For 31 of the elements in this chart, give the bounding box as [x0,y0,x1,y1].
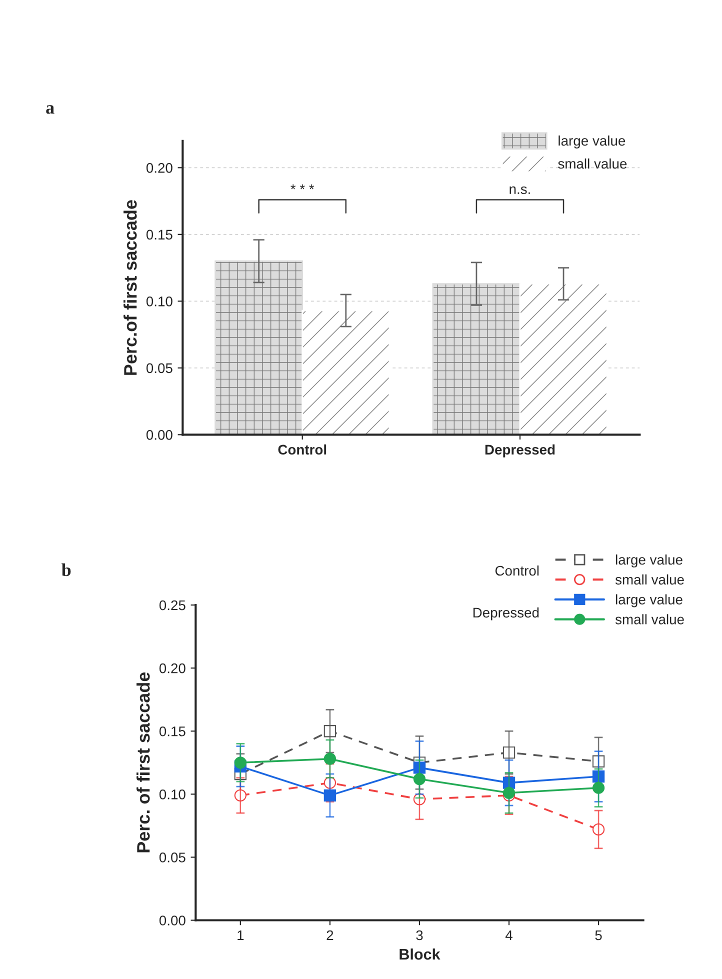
legend-label: small value [615,574,684,585]
annotation: * * * [290,184,314,190]
chart-title: a [46,105,54,114]
y-tick-label: 0.15 [159,726,186,736]
y-tick-label: 0.15 [146,230,172,240]
x-tick-label: 2 [326,930,334,940]
legend-label: small value [558,158,627,169]
chart-title: b [62,563,71,576]
x-axis-title: Block [400,948,440,960]
x-tick-label: 4 [505,930,512,940]
y-tick-label: 0.05 [146,363,172,374]
y-tick-label: 0.10 [159,790,186,800]
y-tick-label: 0.20 [146,163,172,173]
legend-label: large value [616,594,682,608]
y-tick-label: 0.05 [159,852,186,862]
legend-label: large value [616,554,682,568]
y-tick-label: 0.00 [146,430,172,440]
annotation: n.s. [510,186,530,194]
y-tick-label: 0.20 [159,663,186,674]
y-tick-label: 0.00 [159,916,186,926]
annotation: Depressed [473,607,539,620]
x-tick-label: 1 [238,930,244,940]
x-tick-label: 5 [595,930,602,940]
y-tick-label: 0.25 [159,600,186,610]
legend-label: large value [558,135,626,148]
y-axis-title: Perc.of first saccade [124,200,137,375]
legend-label: small value [615,614,684,624]
text: Control [495,565,539,576]
y-axis-title: Perc. of first saccade [136,672,150,852]
x-tick-label: 3 [416,930,423,940]
y-tick-label: 0.10 [146,296,172,306]
